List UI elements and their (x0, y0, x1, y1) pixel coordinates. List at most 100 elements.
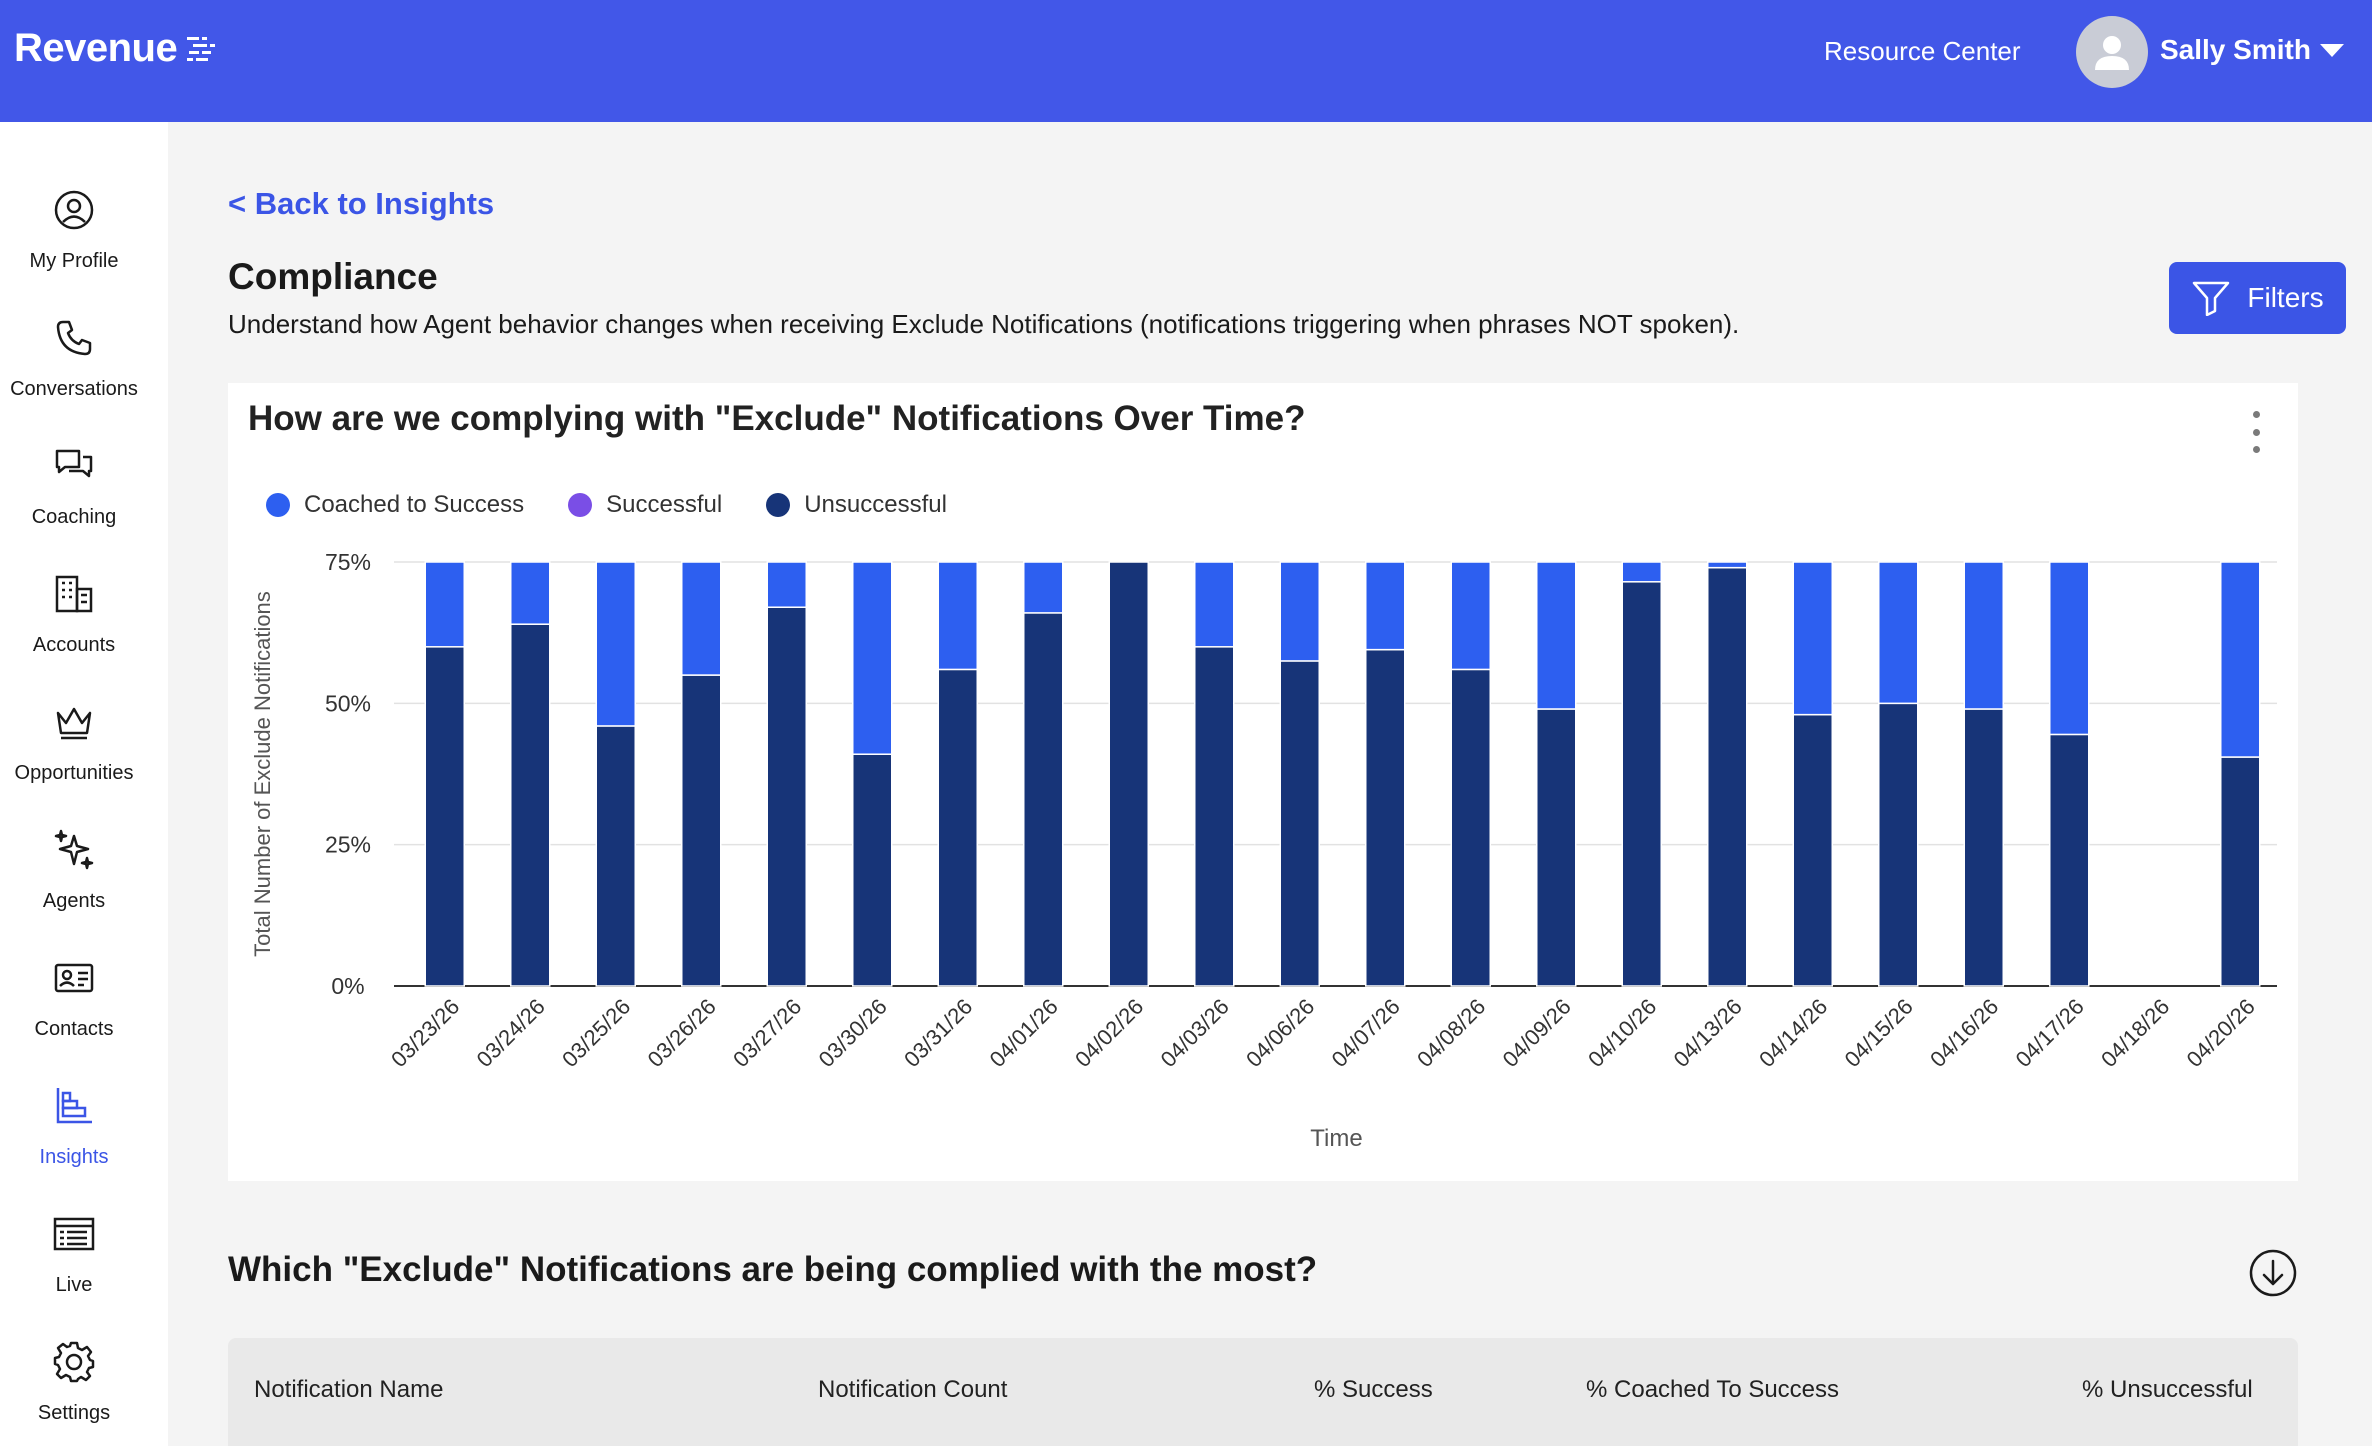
bar-segment-unsuccessful (852, 753, 893, 987)
bar-segment-coached-to-success (937, 561, 978, 671)
section-title: Which "Exclude" Notifications are being … (228, 1250, 1318, 1289)
sidebar-item-my-profile[interactable]: My Profile (0, 154, 148, 282)
x-tick-label: 03/26/26 (643, 994, 721, 1072)
user-circle-icon (50, 186, 98, 234)
x-tick-label: 04/17/26 (2011, 994, 2089, 1072)
bar-segment-unsuccessful (1621, 581, 1662, 987)
y-tick-label: 25% (325, 832, 371, 858)
filters-button[interactable]: Filters (2169, 262, 2346, 334)
x-tick-label: 03/30/26 (814, 994, 892, 1072)
column-header-coached-to-success[interactable]: % Coached To Success (1586, 1376, 1840, 1403)
sidebar-item-contacts[interactable]: Contacts (0, 922, 148, 1050)
bar-segment-coached-to-success (2220, 561, 2261, 758)
bar-chart-icon (50, 1082, 98, 1130)
id-card-icon (50, 954, 98, 1002)
top-bar: Revenue Resource Center Sally Smith (0, 0, 2372, 122)
bar-segment-coached-to-success (1365, 561, 1406, 651)
sidebar-item-opportunities[interactable]: Opportunities (0, 666, 148, 794)
gear-icon (50, 1338, 98, 1386)
x-tick-label: 03/31/26 (899, 994, 977, 1072)
sidebar-item-label: Coaching (31, 506, 117, 528)
x-axis-label: Time (1310, 1125, 1362, 1152)
bar-segment-unsuccessful (766, 606, 807, 987)
x-tick-label: 03/27/26 (728, 994, 806, 1072)
bar-segment-coached-to-success (1023, 561, 1064, 614)
bar-segment-coached-to-success (424, 561, 465, 648)
sidebar-item-label: Insights (39, 1146, 109, 1168)
page-subtitle: Understand how Agent behavior changes wh… (228, 309, 1740, 339)
y-tick-label: 50% (325, 690, 371, 716)
chat-bubbles-icon (50, 442, 98, 490)
bar-segment-unsuccessful (510, 623, 551, 987)
app-logo[interactable]: Revenue (14, 26, 219, 71)
bar-segment-coached-to-success (1621, 561, 1662, 583)
back-to-insights-link[interactable]: < Back to Insights (228, 186, 495, 221)
page-title: Compliance (228, 256, 438, 297)
column-header-notification-count[interactable]: Notification Count (818, 1376, 1008, 1403)
sidebar-item-label: Live (55, 1274, 93, 1296)
user-menu-chevron-down-icon[interactable] (2320, 44, 2344, 57)
column-header-unsuccessful[interactable]: % Unsuccessful (2082, 1376, 2253, 1403)
bar-segment-coached-to-success (852, 561, 893, 755)
chart-title: How are we complying with "Exclude" Noti… (248, 399, 1306, 438)
bar-segment-unsuccessful (595, 725, 636, 987)
y-tick-label: 0% (331, 973, 364, 999)
sidebar-item-coaching[interactable]: Coaching (0, 410, 148, 538)
avatar[interactable] (2076, 16, 2148, 88)
table-header: Notification Name Notification Count % S… (228, 1338, 2298, 1446)
filter-icon (2193, 281, 2230, 316)
sidebar-item-label: Accounts (32, 634, 116, 656)
logo-text: Revenue (14, 26, 178, 70)
sidebar-item-live[interactable]: Live (0, 1178, 148, 1306)
sidebar-item-label: Opportunities (14, 762, 134, 784)
legend-swatch-unsuccessful (766, 493, 791, 517)
sidebar-item-accounts[interactable]: Accounts (0, 538, 148, 666)
sidebar-item-settings[interactable]: Settings (0, 1306, 148, 1434)
legend-swatch-coached (266, 493, 290, 517)
legend-label: Coached to Success (304, 491, 525, 518)
legend-item[interactable]: Coached to Success (266, 491, 524, 519)
bar-segment-unsuccessful (1707, 566, 1748, 987)
bar-segment-coached-to-success (681, 561, 722, 676)
x-tick-label: 04/14/26 (1754, 994, 1832, 1072)
sidebar-item-label: Agents (42, 890, 106, 912)
x-tick-label: 03/24/26 (472, 994, 550, 1072)
sidebar-item-label: Conversations (10, 378, 138, 400)
y-tick-label: 75% (325, 549, 371, 575)
legend-label: Successful (606, 491, 723, 518)
live-list-icon (50, 1210, 98, 1258)
sidebar-item-agents[interactable]: Agents (0, 794, 148, 922)
legend-item[interactable]: Unsuccessful (766, 491, 947, 519)
bar-segment-unsuccessful (1194, 646, 1235, 987)
bar-segment-coached-to-success (1536, 561, 1577, 710)
x-tick-label: 04/13/26 (1669, 994, 1747, 1072)
sidebar-item-conversations[interactable]: Conversations (0, 282, 148, 410)
compliance-chart-card: How are we complying with "Exclude" Noti… (228, 383, 2298, 1181)
legend-swatch-successful (568, 493, 593, 517)
sidebar-item-label: My Profile (29, 250, 119, 272)
column-header-success[interactable]: % Success (1314, 1376, 1433, 1403)
bar-segment-unsuccessful (1536, 708, 1577, 987)
legend-item[interactable]: Successful (568, 491, 722, 519)
user-avatar-icon (2095, 36, 2129, 70)
crown-icon (50, 698, 98, 746)
resource-center-link[interactable]: Resource Center (1824, 36, 2021, 66)
more-options-icon[interactable] (2244, 411, 2268, 453)
bar-segment-unsuccessful (1108, 561, 1149, 987)
bar-segment-coached-to-success (1279, 561, 1320, 662)
download-icon[interactable] (2248, 1248, 2298, 1298)
x-tick-label: 04/15/26 (1840, 994, 1918, 1072)
bar-segment-unsuccessful (1792, 713, 1833, 987)
x-tick-label: 04/18/26 (2096, 994, 2174, 1072)
bar-segment-coached-to-success (1707, 561, 1748, 569)
bar-segment-unsuccessful (937, 668, 978, 987)
legend-label: Unsuccessful (804, 491, 947, 518)
column-header-notification-name[interactable]: Notification Name (254, 1376, 444, 1403)
bar-segment-coached-to-success (510, 561, 551, 625)
bar-segment-unsuccessful (1365, 648, 1406, 987)
sidebar-item-insights[interactable]: Insights (0, 1050, 148, 1178)
user-name[interactable]: Sally Smith (2160, 34, 2311, 65)
sidebar-item-label: Contacts (34, 1018, 114, 1040)
bar-segment-unsuccessful (1878, 702, 1919, 987)
bar-segment-unsuccessful (424, 646, 465, 987)
